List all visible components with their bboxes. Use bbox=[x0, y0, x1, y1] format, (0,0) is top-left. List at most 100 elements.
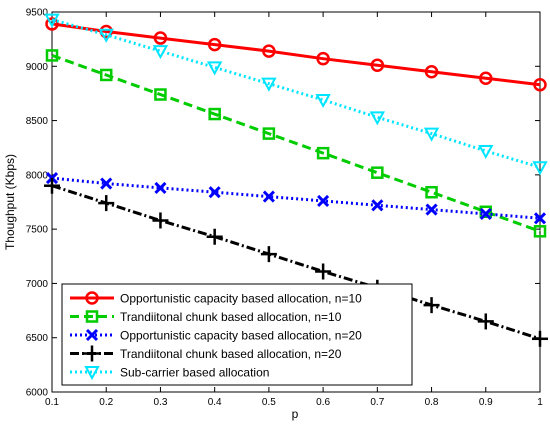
y-tick-label: 6500 bbox=[26, 333, 49, 344]
series-1-point bbox=[316, 51, 330, 66]
y-axis-title: Thoughput (Kbps) bbox=[3, 154, 17, 250]
series-3-point bbox=[425, 203, 438, 216]
y-tick-label: 7500 bbox=[26, 225, 49, 236]
series-1-line bbox=[51, 22, 541, 87]
legend-box bbox=[61, 283, 413, 386]
series-2 bbox=[45, 49, 547, 238]
x-tick-label: 0.3 bbox=[153, 397, 167, 408]
series-5-point bbox=[478, 144, 494, 160]
series-5 bbox=[44, 13, 548, 176]
series-2-point bbox=[99, 68, 113, 82]
series-3-point-stroke bbox=[208, 186, 221, 199]
legend-swatch-marker bbox=[85, 310, 99, 323]
series-3-point bbox=[371, 199, 384, 212]
y-tick-label: 8000 bbox=[26, 170, 49, 181]
series-3-line bbox=[51, 176, 541, 220]
series-3 bbox=[45, 172, 547, 225]
legend-item-2: Trandiitonal chunk based allocation, n=1… bbox=[70, 310, 342, 324]
series-3-point bbox=[479, 207, 492, 221]
series-3-point-stroke bbox=[262, 190, 275, 203]
series-1-point bbox=[207, 37, 222, 52]
y-tick-label: 8500 bbox=[26, 116, 49, 127]
legend-label: Opportunistic capacity based allocation,… bbox=[120, 292, 362, 306]
legend-item-5: Sub-carrier based allocation bbox=[70, 366, 269, 381]
y-axis: 6000 6500 7000 7500 8000 8500 9000 9500 bbox=[26, 8, 540, 399]
series-3-point bbox=[208, 186, 221, 199]
y-tick-label: 9000 bbox=[26, 62, 49, 73]
series-3-point bbox=[262, 190, 275, 203]
legend-swatch-marker bbox=[84, 345, 100, 362]
series-3-point-stroke bbox=[317, 194, 330, 207]
series-3-point bbox=[533, 212, 547, 225]
series-3-point-stroke bbox=[533, 212, 547, 225]
series-1-point bbox=[424, 64, 439, 79]
x-tick-label: 0.8 bbox=[425, 397, 439, 408]
legend-swatch-marker bbox=[85, 291, 99, 305]
series-1-point bbox=[533, 77, 547, 92]
series-4-line bbox=[51, 184, 541, 341]
series-2-point bbox=[371, 166, 384, 179]
series-2-point bbox=[154, 88, 167, 101]
series-1-point bbox=[262, 44, 276, 58]
series-2-point bbox=[425, 185, 438, 199]
series-2-point bbox=[208, 107, 221, 121]
x-tick-label: 0.6 bbox=[316, 397, 330, 408]
series-4-point bbox=[532, 330, 548, 347]
series-2-point bbox=[479, 205, 493, 219]
series-4-point bbox=[98, 195, 115, 212]
x-axis-title: p bbox=[292, 407, 299, 421]
series-5-point bbox=[315, 93, 331, 109]
legend-item-3: Opportunistic capacity based allocation,… bbox=[70, 329, 362, 343]
series-4-point bbox=[477, 313, 494, 330]
legend-swatch-marker bbox=[84, 366, 100, 381]
series-1-point bbox=[370, 58, 385, 72]
series-3-point-stroke bbox=[425, 203, 438, 216]
series-layer bbox=[44, 13, 548, 347]
series-3-point bbox=[154, 181, 167, 194]
legend: Opportunistic capacity based allocation,… bbox=[61, 283, 413, 386]
legend-label: Sub-carrier based allocation bbox=[120, 366, 269, 380]
x-tick-label: 0.9 bbox=[479, 397, 493, 408]
series-5-point bbox=[44, 13, 60, 28]
x-tick-label: 0.2 bbox=[99, 397, 113, 408]
series-5-point bbox=[261, 77, 277, 92]
legend-swatch-marker bbox=[85, 328, 99, 342]
x-tick-label: 0.5 bbox=[262, 397, 276, 408]
x-tick-label: 0.1 bbox=[45, 397, 59, 408]
legend-item-4: Trandiitonal chunk based allocation, n=2… bbox=[70, 345, 342, 362]
series-5-point bbox=[369, 111, 386, 126]
series-5-point bbox=[532, 161, 548, 176]
series-2-point bbox=[262, 127, 276, 140]
x-tick-label: 1 bbox=[537, 397, 543, 408]
legend-swatch-marker-stroke bbox=[85, 328, 99, 342]
series-5-point bbox=[98, 28, 114, 43]
series-3-point-stroke bbox=[371, 199, 384, 212]
series-2-point bbox=[533, 225, 547, 238]
series-2-line bbox=[51, 53, 541, 233]
x-axis: 0.1 0.2 0.3 0.4 0.5 0.6 0.7 0.8 0.9 1 bbox=[45, 12, 543, 408]
legend-label: Trandiitonal chunk based allocation, n=1… bbox=[120, 310, 342, 324]
series-1-point bbox=[45, 17, 59, 31]
series-1-point bbox=[153, 31, 168, 45]
series-1-point bbox=[479, 71, 493, 85]
x-tick-label: 0.4 bbox=[208, 397, 222, 408]
series-4-point bbox=[44, 177, 60, 194]
series-4-point bbox=[152, 212, 169, 229]
legend-label: Trandiitonal chunk based allocation, n=2… bbox=[120, 347, 342, 361]
series-4-point bbox=[206, 228, 223, 245]
series-3-point-stroke bbox=[479, 207, 492, 221]
y-tick-label: 7000 bbox=[26, 279, 49, 290]
y-tick-label: 9500 bbox=[26, 8, 49, 19]
series-4-point bbox=[423, 297, 440, 314]
series-5-point bbox=[206, 61, 223, 76]
series-2-point bbox=[316, 146, 330, 160]
series-2-point bbox=[45, 49, 59, 62]
series-4-point bbox=[315, 263, 332, 280]
y-tick-label: 6000 bbox=[26, 388, 49, 399]
series-3-point bbox=[100, 177, 113, 190]
legend-item-1: Opportunistic capacity based allocation,… bbox=[70, 291, 362, 306]
series-4-point bbox=[260, 246, 277, 263]
series-3-point bbox=[317, 194, 330, 207]
